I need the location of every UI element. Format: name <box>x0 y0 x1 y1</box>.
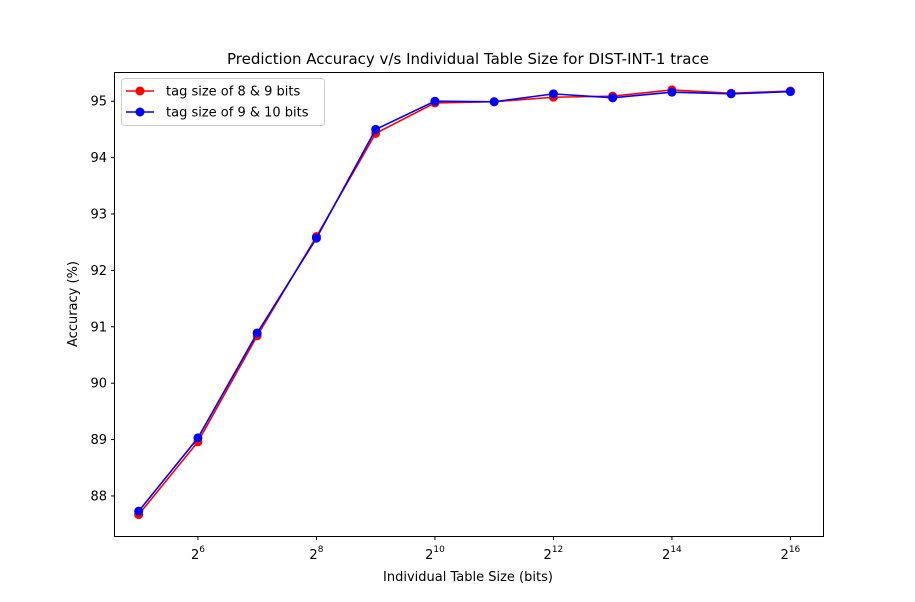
y-tick-label: 94 <box>90 151 107 166</box>
series-2-point <box>252 328 262 338</box>
series-line-2 <box>138 90 791 512</box>
series-2-point <box>548 89 558 99</box>
y-tick-label: 95 <box>90 95 107 110</box>
y-tick-label: 89 <box>90 433 107 448</box>
y-tick-label: 93 <box>90 207 107 222</box>
series-2-point <box>311 233 321 243</box>
series-2-point <box>134 506 144 516</box>
series-2-point <box>785 87 795 97</box>
y-tick-label: 88 <box>90 489 107 504</box>
x-tick-label: 28 <box>309 545 323 563</box>
series-2-point <box>430 96 440 106</box>
chart-title: Prediction Accuracy v/s Individual Table… <box>227 50 709 68</box>
series-line-1 <box>138 89 791 516</box>
series-2-point <box>608 93 618 103</box>
series-2-point <box>371 124 381 134</box>
series-2-point <box>667 87 677 97</box>
y-axis-label: Accuracy (%) <box>66 261 81 347</box>
x-axis: 26 28 210 212 214 216 <box>191 536 801 563</box>
series-2-point <box>193 433 203 443</box>
x-tick-label: 212 <box>544 545 564 563</box>
legend-label-2: tag size of 9 & 10 bits <box>166 106 309 121</box>
y-tick-label: 91 <box>90 320 107 335</box>
axes-frame <box>114 72 824 537</box>
x-tick-label: 26 <box>191 545 205 563</box>
x-axis-label: Individual Table Size (bits) <box>383 570 553 585</box>
legend: tag size of 8 & 9 bits tag size of 9 & 10… <box>121 78 325 126</box>
x-tick-label: 216 <box>781 545 801 563</box>
plot-area <box>134 85 795 520</box>
series-2-point <box>726 89 736 99</box>
legend-label-1: tag size of 8 & 9 bits <box>166 85 300 100</box>
y-tick-label: 92 <box>90 264 107 279</box>
y-axis: 88 89 90 91 92 93 94 95 <box>90 95 115 504</box>
x-tick-label: 210 <box>425 545 445 563</box>
y-tick-label: 90 <box>90 377 107 392</box>
x-tick-label: 214 <box>662 545 682 563</box>
legend-box <box>121 78 325 126</box>
legend-marker-1 <box>135 86 145 96</box>
legend-marker-2 <box>135 107 145 117</box>
series-2-point <box>489 97 499 107</box>
